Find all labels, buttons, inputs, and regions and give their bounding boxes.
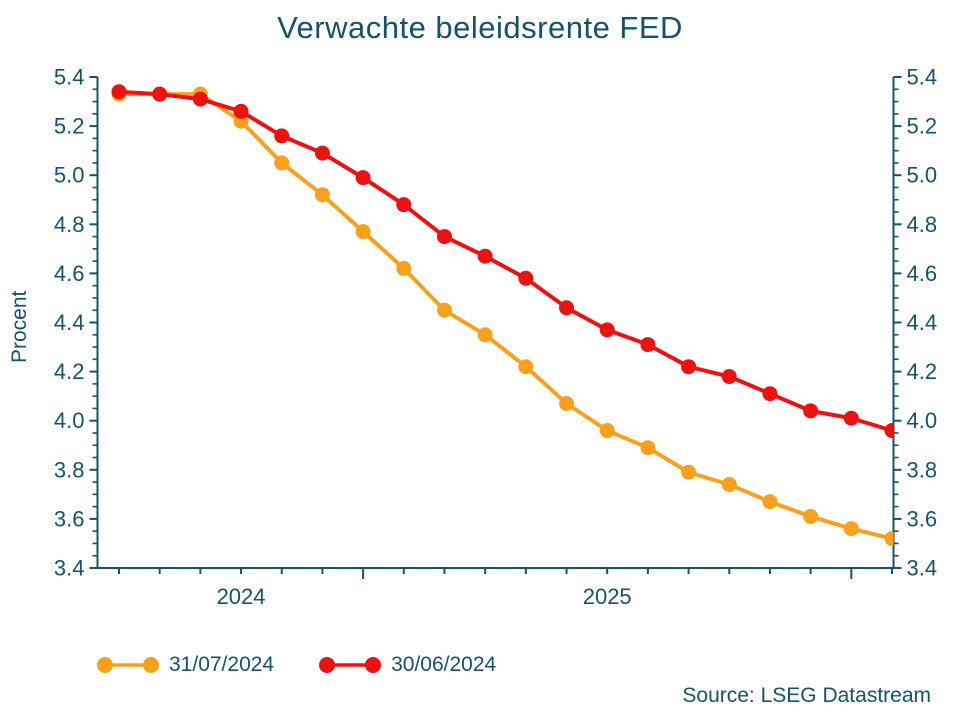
legend-label: 31/07/2024 bbox=[169, 653, 275, 676]
legend-dot bbox=[143, 657, 159, 673]
data-point-30/06/2024 bbox=[152, 86, 168, 102]
y-tick-label-left: 4.8 bbox=[54, 212, 85, 237]
y-tick-label-left: 4.6 bbox=[54, 261, 85, 286]
series-line-30/06/2024 bbox=[118, 89, 893, 433]
data-point-30/06/2024 bbox=[599, 322, 615, 338]
data-point-31/07/2024 bbox=[396, 260, 412, 276]
y-tick-label-right: 4.8 bbox=[907, 212, 938, 237]
data-point-30/06/2024 bbox=[436, 229, 452, 245]
y-tick-label-left: 5.4 bbox=[54, 65, 85, 90]
data-point-31/07/2024 bbox=[803, 508, 819, 524]
data-point-30/06/2024 bbox=[762, 386, 778, 402]
y-tick-label-left: 4.4 bbox=[54, 310, 85, 335]
legend-dot bbox=[365, 657, 382, 673]
data-point-30/06/2024 bbox=[721, 369, 737, 385]
x-tick-label-2025: 2025 bbox=[583, 584, 632, 609]
data-point-31/07/2024 bbox=[355, 224, 371, 240]
data-point-31/07/2024 bbox=[274, 155, 290, 171]
legend-item-31/07/2024: 31/07/2024 bbox=[96, 653, 274, 677]
y-tick-label-right: 4.2 bbox=[907, 359, 938, 384]
data-point-31/07/2024 bbox=[559, 396, 575, 412]
chart-title: Verwachte beleidsrente FED bbox=[277, 10, 683, 45]
series-line-31/07/2024 bbox=[119, 92, 893, 541]
y-tick-label-left: 5.0 bbox=[54, 163, 85, 188]
data-point-31/07/2024 bbox=[599, 423, 615, 439]
legend-marker-icon bbox=[97, 657, 159, 673]
data-point-30/06/2024 bbox=[843, 410, 859, 426]
legend: 31/07/2024 30/06/2024 bbox=[96, 653, 496, 677]
data-point-30/06/2024 bbox=[477, 248, 493, 264]
y-tick-label-right: 3.8 bbox=[907, 457, 938, 482]
legend-dot bbox=[319, 657, 336, 673]
data-point-30/06/2024 bbox=[518, 270, 534, 286]
series-group bbox=[111, 84, 894, 547]
data-point-31/07/2024 bbox=[721, 477, 737, 493]
legend-dot bbox=[97, 657, 113, 673]
data-point-31/07/2024 bbox=[314, 187, 330, 203]
y-tick-label-right: 5.2 bbox=[907, 114, 938, 139]
y-tick-label-right: 4.4 bbox=[907, 310, 938, 335]
y-axis-title: Procent bbox=[8, 290, 31, 363]
data-point-31/07/2024 bbox=[762, 494, 778, 510]
data-point-31/07/2024 bbox=[884, 531, 894, 547]
y-tick-label-left: 3.4 bbox=[54, 556, 85, 581]
data-point-30/06/2024 bbox=[274, 128, 290, 144]
y-tick-label-right: 4.6 bbox=[907, 261, 938, 286]
y-tick-label-left: 4.0 bbox=[54, 408, 85, 433]
y-tick-label-left: 5.2 bbox=[54, 114, 85, 139]
y-tick-label-right: 5.0 bbox=[907, 163, 938, 188]
legend-label: 30/06/2024 bbox=[391, 653, 497, 676]
legend-marker-icon bbox=[319, 657, 382, 673]
data-point-30/06/2024 bbox=[355, 170, 371, 186]
data-point-30/06/2024 bbox=[884, 423, 894, 439]
y-tick-label-left: 3.6 bbox=[54, 506, 85, 531]
data-point-30/06/2024 bbox=[396, 197, 412, 213]
data-point-30/06/2024 bbox=[314, 145, 330, 161]
data-point-30/06/2024 bbox=[111, 84, 127, 100]
data-point-31/07/2024 bbox=[477, 327, 493, 343]
data-point-31/07/2024 bbox=[436, 302, 452, 318]
data-point-30/06/2024 bbox=[681, 359, 697, 375]
y-tick-label-right: 3.6 bbox=[907, 506, 938, 531]
data-point-30/06/2024 bbox=[640, 337, 656, 353]
data-point-30/06/2024 bbox=[233, 103, 249, 119]
data-point-30/06/2024 bbox=[803, 403, 819, 419]
data-point-31/07/2024 bbox=[843, 521, 859, 537]
data-point-31/07/2024 bbox=[681, 464, 697, 480]
y-tick-label-left: 3.8 bbox=[54, 457, 85, 482]
y-tick-label-right: 3.4 bbox=[907, 556, 938, 581]
x-tick-label-2024: 2024 bbox=[217, 584, 266, 609]
source-note: Source: LSEG Datastream bbox=[682, 684, 931, 707]
y-tick-label-right: 5.4 bbox=[907, 65, 938, 90]
data-point-30/06/2024 bbox=[559, 300, 575, 316]
y-tick-label-right: 4.0 bbox=[907, 408, 938, 433]
y-tick-label-left: 4.2 bbox=[54, 359, 85, 384]
data-point-31/07/2024 bbox=[640, 440, 656, 456]
data-point-30/06/2024 bbox=[192, 91, 208, 107]
legend-item-30/06/2024: 30/06/2024 bbox=[318, 653, 496, 677]
data-point-31/07/2024 bbox=[518, 359, 534, 375]
